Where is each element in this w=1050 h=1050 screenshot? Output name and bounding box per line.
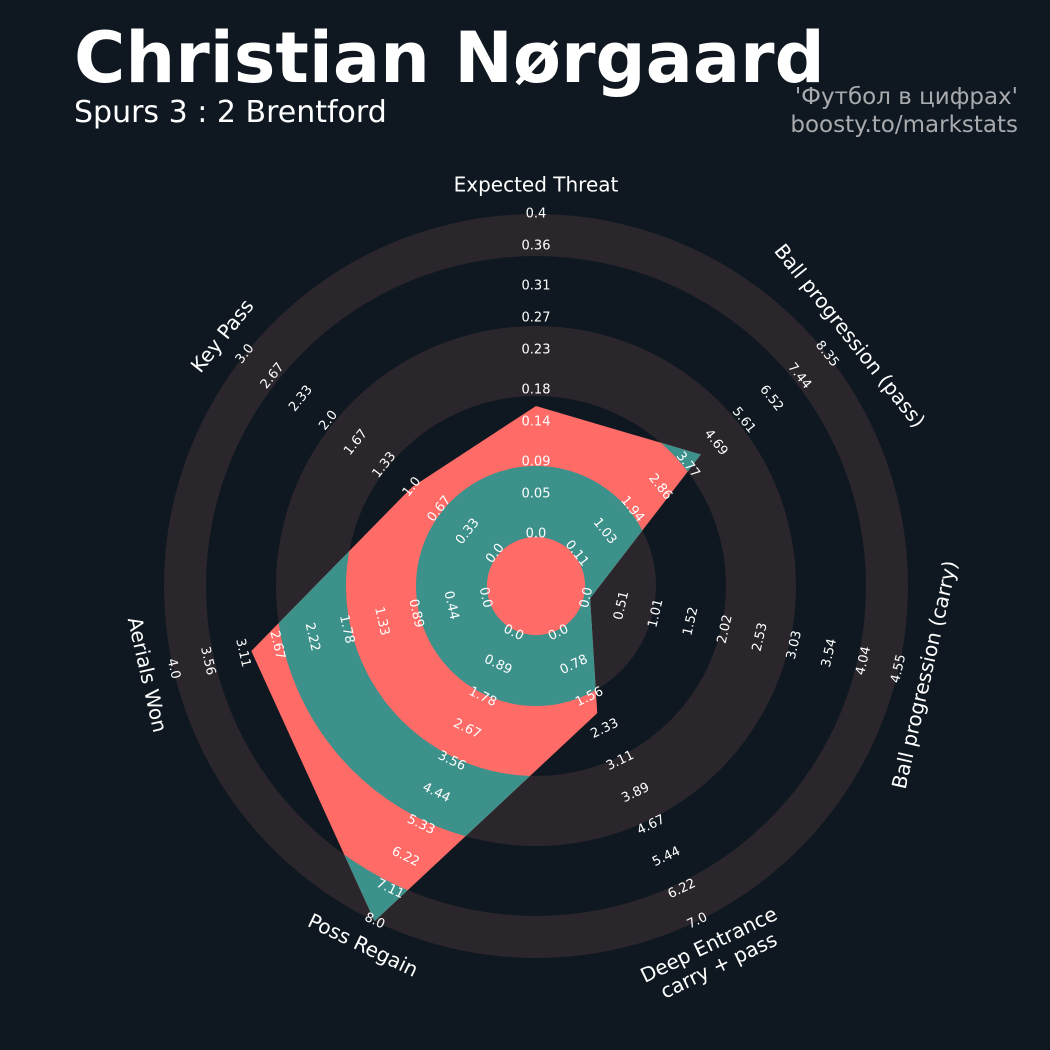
tick-label: 3.54 <box>819 637 840 669</box>
tick-label: 0.0 <box>526 527 547 542</box>
tick-label: 0.44 <box>440 590 461 622</box>
center-disc <box>487 537 585 635</box>
tick-label: 1.52 <box>680 606 701 638</box>
tick-label: 0.36 <box>522 239 551 254</box>
credit: 'Футбол в цифрах' <box>795 84 1018 110</box>
tick-label: 3.56 <box>197 645 218 677</box>
tick-label: 3.11 <box>232 637 253 669</box>
tick-label: 4.55 <box>888 653 909 685</box>
radar: 0.0 0.05 0.09 0.14 0.18 0.23 0.27 0.31 0.36 0.4 Ex… <box>123 173 962 1004</box>
tick-label: 4.0 <box>164 657 183 681</box>
tick-label: 0.27 <box>522 311 551 326</box>
chart-subtitle: Spurs 3 : 2 Brentford <box>74 95 387 130</box>
tick-label: 2.53 <box>750 621 771 653</box>
tick-label: 0.51 <box>611 590 632 622</box>
tick-label: 0.31 <box>522 279 551 294</box>
tick-label: 0.0 <box>577 586 596 610</box>
param-label: Expected Threat <box>454 173 619 197</box>
tick-label: 2.67 <box>267 629 288 661</box>
tick-label: 1.78 <box>336 613 357 645</box>
tick-label: 2.02 <box>715 613 736 645</box>
tick-label: 0.05 <box>522 487 551 502</box>
tick-label: 0.18 <box>522 383 551 398</box>
tick-label: 4.04 <box>853 645 874 677</box>
tick-label: 0.14 <box>522 415 551 430</box>
tick-label: 1.01 <box>645 598 666 630</box>
tick-label: 2.22 <box>302 621 323 653</box>
tick-label: 1.33 <box>371 605 392 637</box>
chart-title: Christian Nørgaard <box>74 17 825 99</box>
tick-label: 0.0 <box>476 586 495 610</box>
tick-label: 3.03 <box>784 629 805 661</box>
credit: boosty.to/markstats <box>790 112 1018 138</box>
tick-label: 0.89 <box>405 598 426 630</box>
tick-label: 0.23 <box>522 343 551 358</box>
tick-label: 0.4 <box>526 207 547 222</box>
tick-label: 0.09 <box>522 455 551 470</box>
